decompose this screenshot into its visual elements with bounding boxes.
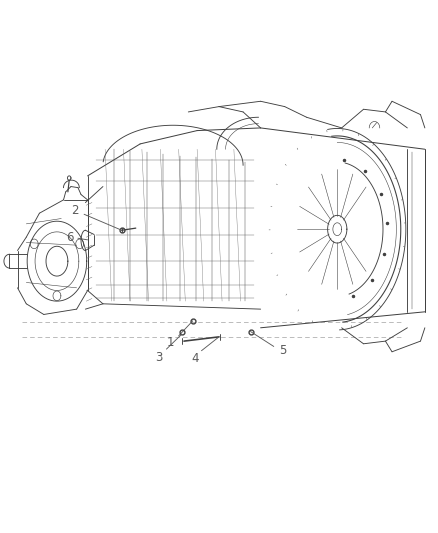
Text: 1: 1 — [167, 336, 175, 349]
Text: 2: 2 — [71, 204, 78, 216]
Text: 4: 4 — [191, 352, 199, 365]
Text: 3: 3 — [155, 351, 162, 364]
Text: 6: 6 — [66, 231, 74, 244]
Text: 5: 5 — [279, 344, 286, 357]
